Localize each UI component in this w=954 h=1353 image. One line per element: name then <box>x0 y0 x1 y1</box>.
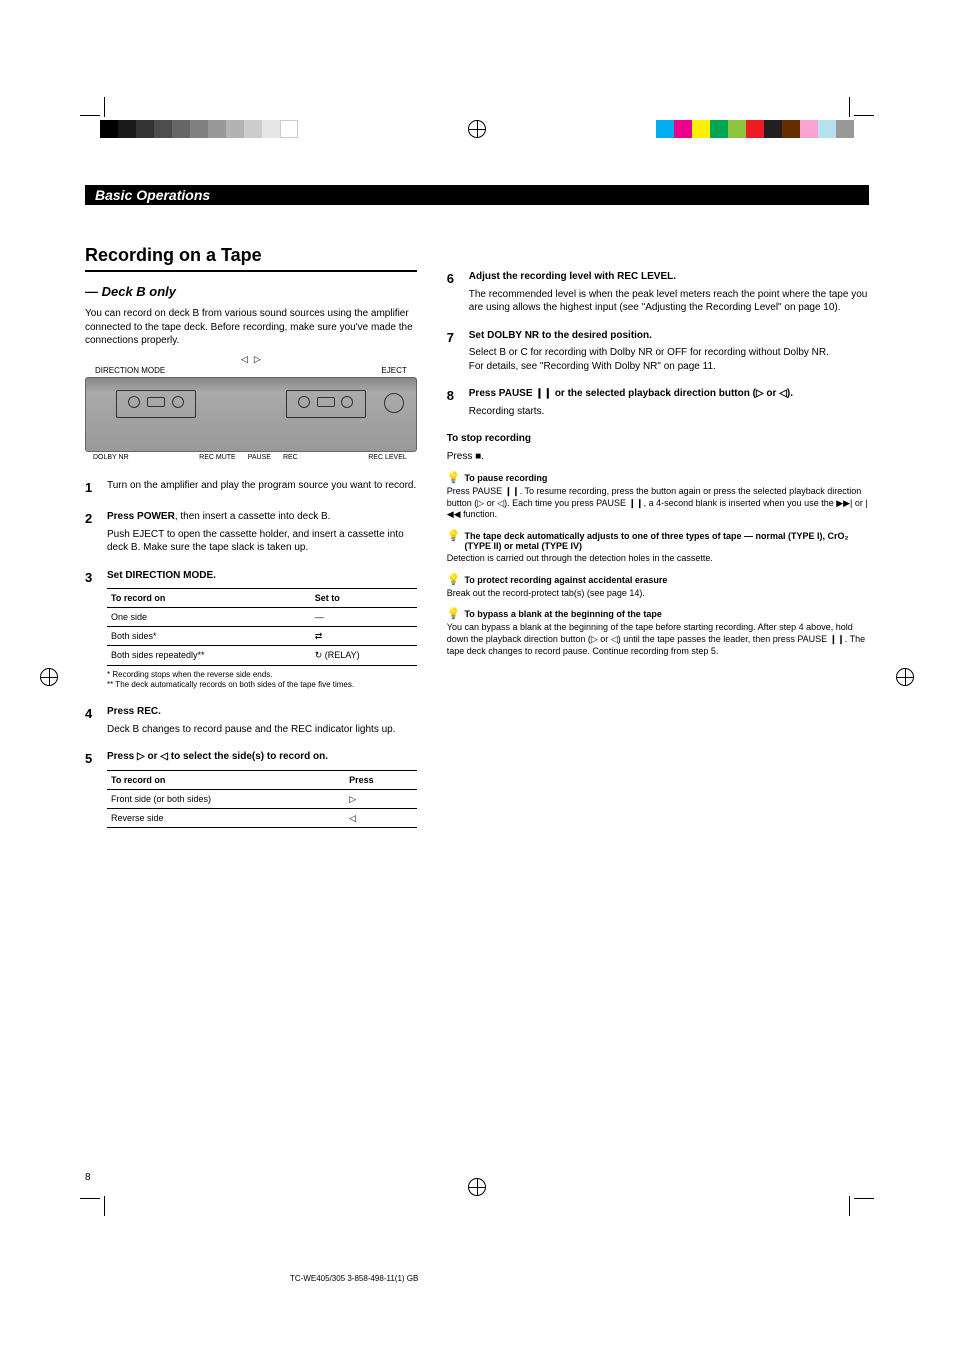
tip-body: You can bypass a blank at the beginning … <box>447 622 869 657</box>
left-column: Recording on a Tape — Deck B only You ca… <box>85 215 417 842</box>
registration-crosshair <box>40 668 58 686</box>
step-text: Turn on the amplifier and play the progr… <box>107 479 416 497</box>
table-footnotes: * Recording stops when the reverse side … <box>107 670 417 692</box>
step-bold: Press PAUSE ❙❙ or the selected playback … <box>469 388 793 399</box>
step-bold: Adjust the recording level with REC LEVE… <box>469 271 676 282</box>
tape-deck-illustration: DIRECTION MODE ◁ ▷ EJECT <box>85 366 417 461</box>
step-sub: Recording starts. <box>469 405 793 419</box>
registration-left <box>40 668 58 686</box>
tip-title: To bypass a blank at the beginning of th… <box>464 609 661 619</box>
arrow-left-icon: ◁ <box>241 354 248 365</box>
crop-mark <box>104 97 105 117</box>
step-bold: Press POWER <box>107 511 175 522</box>
info-label: To stop recording <box>447 432 531 446</box>
registration-crosshair <box>896 668 914 686</box>
step-bold: Press REC. <box>107 706 161 717</box>
crop-mark <box>104 1196 105 1216</box>
section-subtitle: — Deck B only <box>85 284 417 299</box>
step-bold: Set DIRECTION MODE. <box>107 570 216 581</box>
table-row: One side— <box>107 608 417 627</box>
label-pause: PAUSE <box>248 454 271 461</box>
intro-text: You can record on deck B from various so… <box>85 307 417 348</box>
stop-recording-info: To stop recording <box>447 432 869 446</box>
black-header-bar: Basic Operations <box>85 185 869 205</box>
page-number: 8 <box>85 1172 91 1183</box>
steps-list: 1 Turn on the amplifier and play the pro… <box>85 479 417 829</box>
table-header: Set to <box>311 589 417 608</box>
crop-mark <box>854 115 874 116</box>
crop-mark <box>854 1198 874 1199</box>
tip-body: Press PAUSE ❙❙. To resume recording, pre… <box>447 486 869 521</box>
section-header: Basic Operations <box>95 187 210 203</box>
file-info-footer: TC-WE405/305 3-858-498-11(1) GB <box>290 1274 418 1283</box>
tip-protect: 💡 To protect recording against accidenta… <box>447 575 869 600</box>
page-content: Basic Operations Recording on a Tape — D… <box>85 185 869 1153</box>
crop-mark <box>849 1196 850 1216</box>
tip-title: The tape deck automatically adjusts to o… <box>464 531 869 551</box>
tip-title: To protect recording against accidental … <box>464 575 667 585</box>
step-1: 1 Turn on the amplifier and play the pro… <box>85 479 417 497</box>
tip-tape-type: 💡 The tape deck automatically adjusts to… <box>447 531 869 565</box>
right-column: 6 Adjust the recording level with REC LE… <box>447 215 869 842</box>
lightbulb-icon: 💡 <box>447 609 461 620</box>
table-header: To record on <box>107 770 345 789</box>
tip-title: To pause recording <box>464 473 547 483</box>
registration-crosshair <box>468 1178 486 1196</box>
step-post: , then insert a cassette into deck B. <box>175 511 331 522</box>
label-rec-level: REC LEVEL <box>368 454 407 461</box>
table-row: Front side (or both sides)▷ <box>107 789 417 808</box>
lightbulb-icon: 💡 <box>447 531 461 542</box>
label-direction-mode: DIRECTION MODE <box>95 366 165 375</box>
label-rec: REC <box>283 454 298 461</box>
label-rec-mute: REC MUTE <box>199 454 236 461</box>
side-select-table: To record onPress Front side (or both si… <box>107 770 417 828</box>
color-calibration-bars <box>656 120 854 138</box>
step-bold: Press ▷ or ◁ to select the side(s) to re… <box>107 751 328 762</box>
step-4: 4 Press REC. Deck B changes to record pa… <box>85 705 417 736</box>
table-row: Both sides*⇄ <box>107 627 417 646</box>
step-7: 7 Set DOLBY NR to the desired position. … <box>447 329 869 374</box>
step-sub: Select B or C for recording with Dolby N… <box>469 346 829 373</box>
lightbulb-icon: 💡 <box>447 473 461 484</box>
label-eject: EJECT <box>381 366 406 375</box>
tip-body: Detection is carried out through the det… <box>447 553 869 565</box>
table-row: Both sides repeatedly**↻ (RELAY) <box>107 646 417 665</box>
direction-mode-table: To record onSet to One side— Both sides*… <box>107 588 417 666</box>
table-header: To record on <box>107 589 311 608</box>
crop-mark <box>80 1198 100 1199</box>
step-6: 6 Adjust the recording level with REC LE… <box>447 270 869 315</box>
deck-diagram <box>85 377 417 452</box>
step-sub: The recommended level is when the peak l… <box>469 288 869 315</box>
section-title: Recording on a Tape <box>85 245 417 272</box>
info-text: Press ■. <box>447 450 869 464</box>
step-2: 2 Press POWER, then insert a cassette in… <box>85 510 417 555</box>
crop-mark <box>849 97 850 117</box>
crop-mark <box>80 115 100 116</box>
step-bold: Set DOLBY NR to the desired position. <box>469 330 652 341</box>
registration-crosshair <box>468 120 486 138</box>
tip-body: Break out the record-protect tab(s) (see… <box>447 588 869 600</box>
step-sub: Deck B changes to record pause and the R… <box>107 723 396 737</box>
table-row: Reverse side◁ <box>107 808 417 827</box>
step-5: 5 Press ▷ or ◁ to select the side(s) to … <box>85 750 417 828</box>
step-sub: Push EJECT to open the cassette holder, … <box>107 528 417 555</box>
table-header: Press <box>345 770 417 789</box>
tip-pause: 💡 To pause recording Press PAUSE ❙❙. To … <box>447 473 869 521</box>
registration-right <box>896 668 914 686</box>
label-dolby-nr: DOLBY NR <box>93 454 129 461</box>
step-8: 8 Press PAUSE ❙❙ or the selected playbac… <box>447 387 869 418</box>
grayscale-calibration-bars <box>100 120 298 138</box>
lightbulb-icon: 💡 <box>447 575 461 586</box>
tip-bypass-blank: 💡 To bypass a blank at the beginning of … <box>447 609 869 657</box>
step-3: 3 Set DIRECTION MODE. To record onSet to… <box>85 569 417 692</box>
arrow-right-icon: ▷ <box>254 354 261 365</box>
